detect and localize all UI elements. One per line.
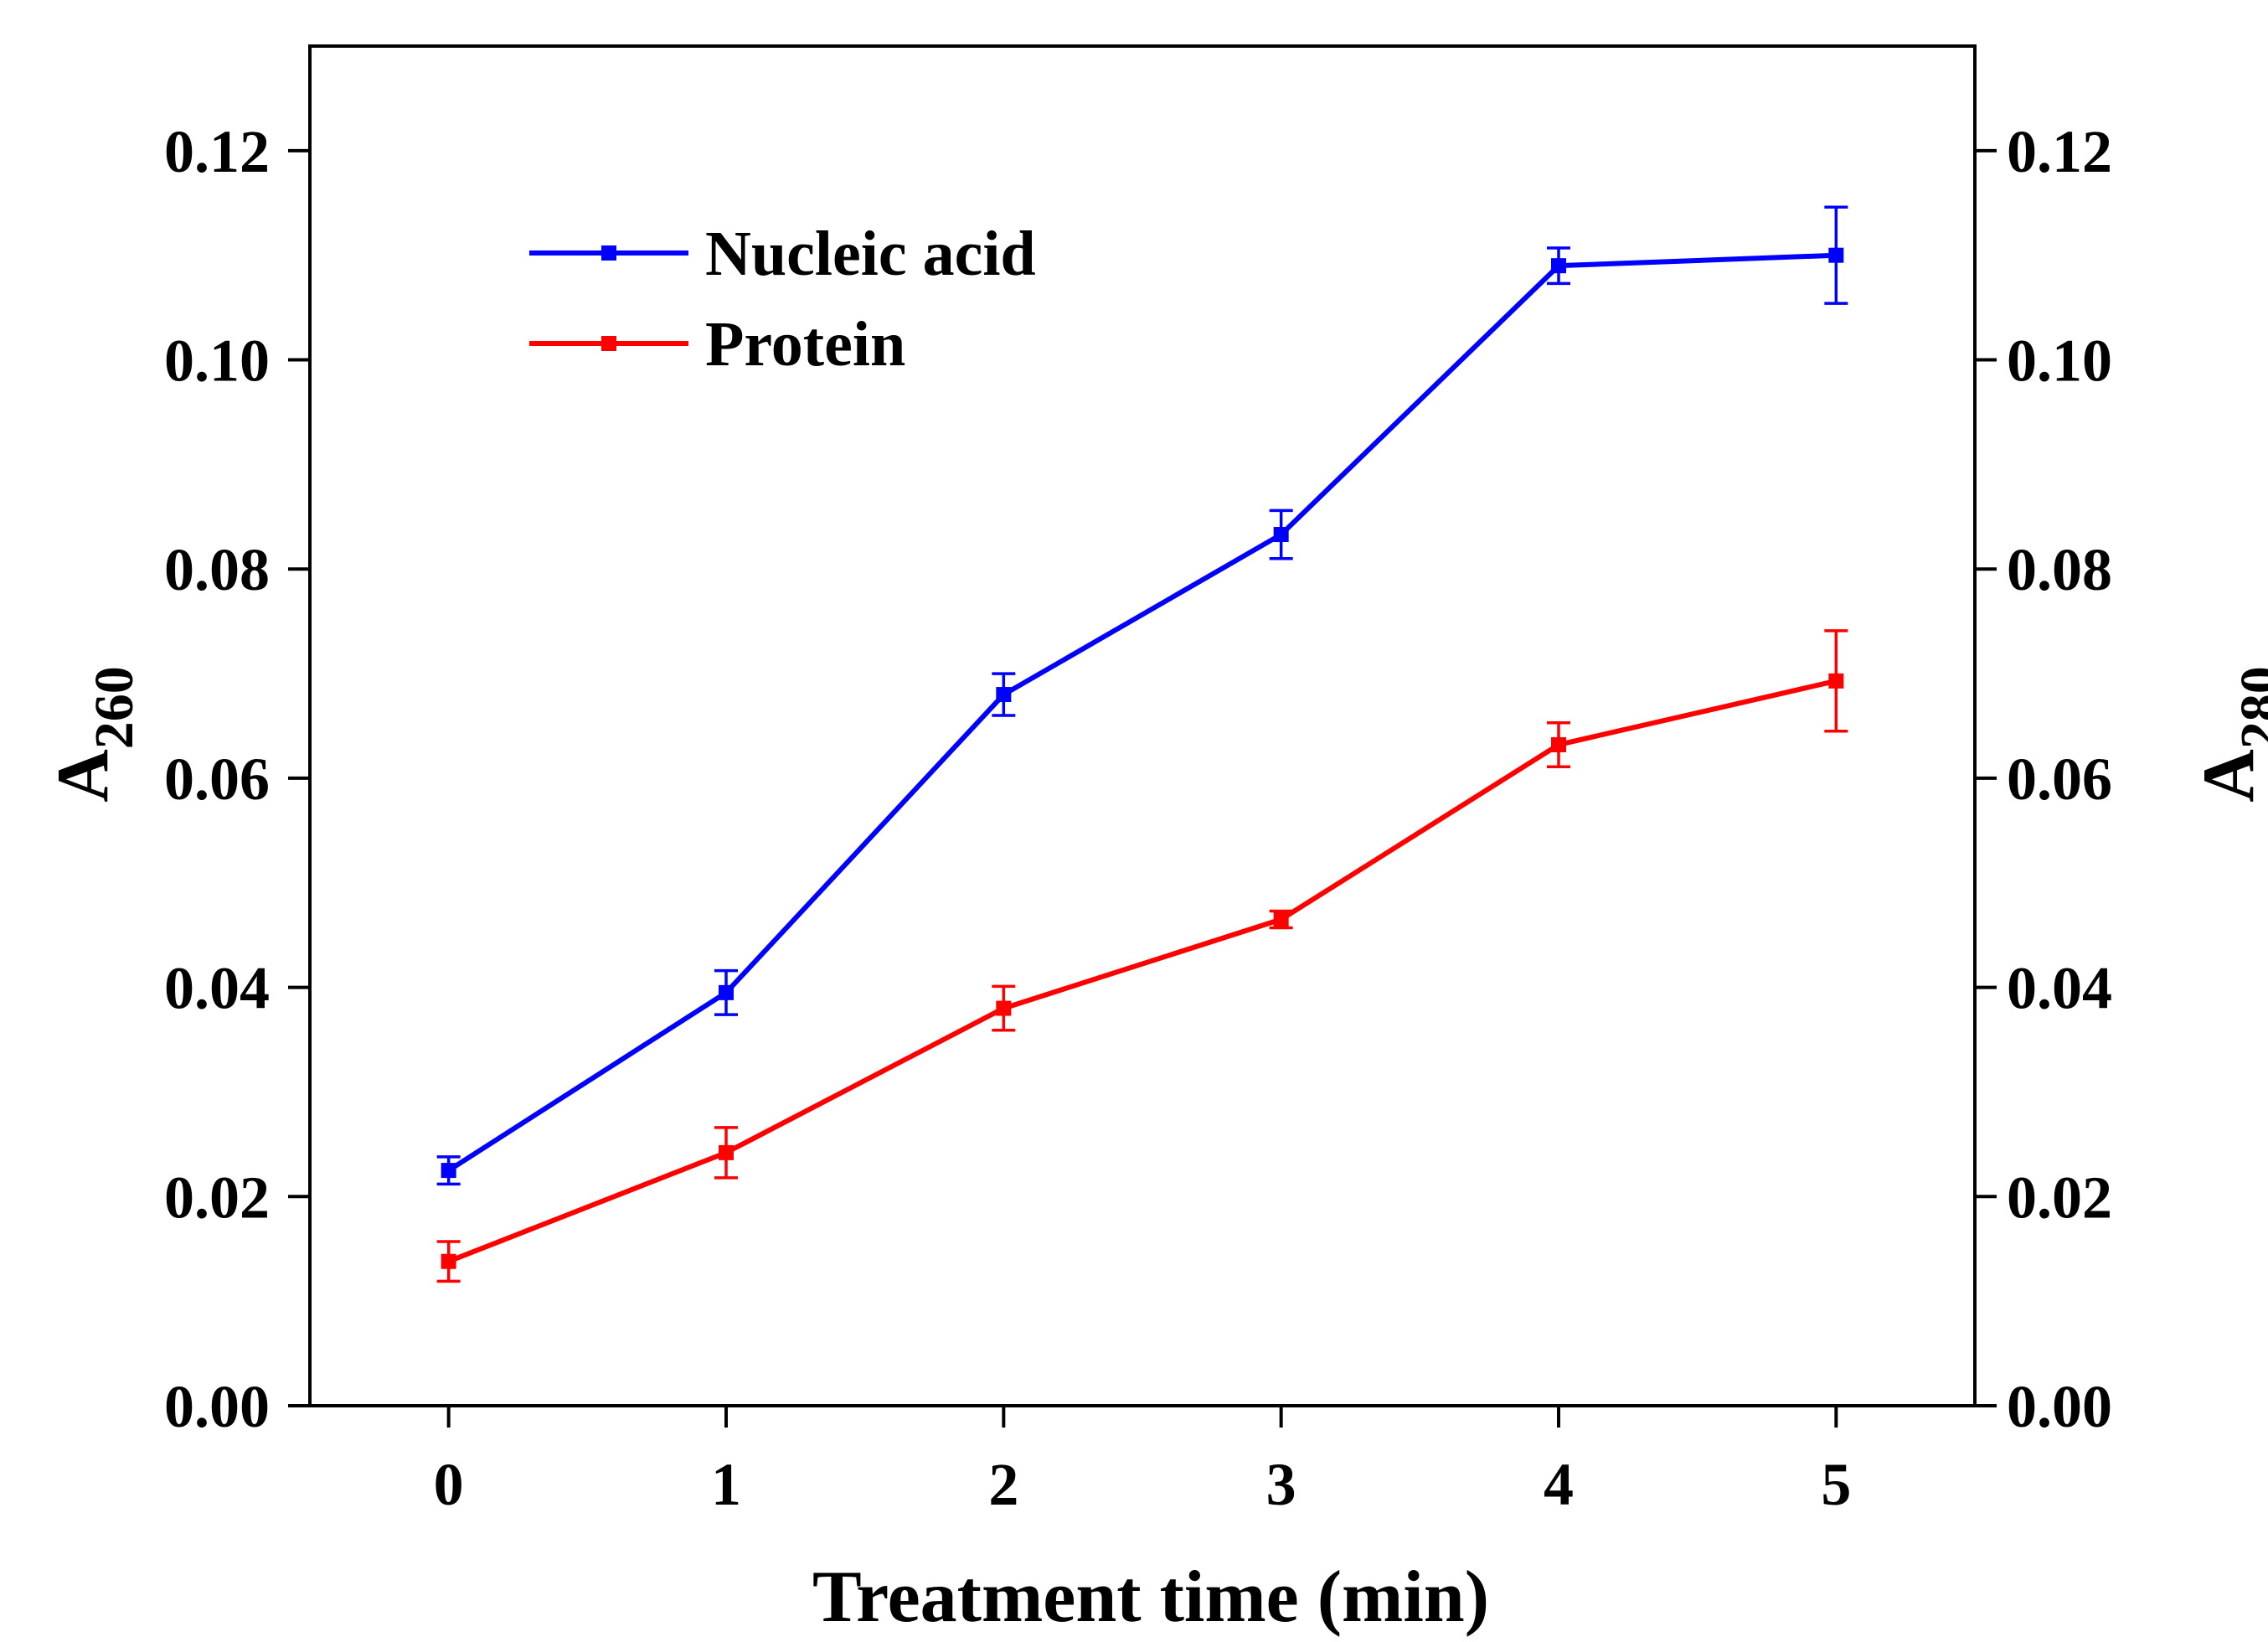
y2-tick-label: 0.06 <box>2007 746 2112 813</box>
legend-marker-nucleic-acid <box>601 245 616 261</box>
nucleic-acid-point <box>1551 258 1566 274</box>
nucleic-acid-point <box>1828 247 1844 263</box>
y2-tick-label: 0.10 <box>2007 328 2112 395</box>
y-axis-title: A260 <box>43 666 145 803</box>
protein-point <box>1828 673 1844 689</box>
y-tick-label: 0.04 <box>164 955 270 1022</box>
plot-frame <box>308 44 1977 1407</box>
y2-tick-label: 0.04 <box>2007 955 2112 1022</box>
nucleic-acid-line <box>447 252 1837 1173</box>
protein-point <box>996 1000 1012 1016</box>
protein-point <box>719 1144 734 1160</box>
nucleic-acid-point <box>996 687 1012 703</box>
y2-axis-title: A280 <box>2188 666 2268 803</box>
y2-axis-title-sub: 280 <box>2229 666 2268 749</box>
y-axis-title-main: A <box>43 749 124 803</box>
y2-tick-label: 0.12 <box>2007 118 2112 185</box>
x-tick-label: 0 <box>434 1451 464 1518</box>
x-axis-title: Treatment time (min) <box>812 1557 1489 1638</box>
y2-tick-label: 0.00 <box>2007 1373 2112 1440</box>
x-tick-label: 4 <box>1544 1451 1574 1518</box>
protein-line <box>447 678 1838 1264</box>
x-tick-label: 1 <box>711 1451 741 1518</box>
y-tick-label: 0.12 <box>164 118 270 185</box>
protein-point <box>1273 911 1289 927</box>
nucleic-acid-point <box>1273 527 1289 543</box>
x-tick-label: 2 <box>988 1451 1018 1518</box>
x-tick-label: 3 <box>1266 1451 1296 1518</box>
axes: 0.00 0.00 0.02 0.02 0.04 0.04 0.06 0.06 0.08 0.08… <box>43 44 2268 1638</box>
y2-axis-title-main: A <box>2188 749 2268 803</box>
protein-point <box>1551 736 1566 752</box>
legend-marker-protein <box>601 336 616 351</box>
y-tick-label: 0.10 <box>164 328 270 395</box>
x-tick-label: 5 <box>1821 1451 1851 1518</box>
y-tick-label: 0.00 <box>164 1373 270 1440</box>
series-lines <box>447 252 1838 1264</box>
y-tick-label: 0.02 <box>164 1164 270 1231</box>
legend-label-nucleic-acid: Nucleic acid <box>705 219 1036 289</box>
y-axis-title-sub: 260 <box>84 666 145 749</box>
error-bars <box>436 205 1848 1283</box>
nucleic-acid-point <box>719 984 734 1000</box>
protein-point <box>441 1253 456 1269</box>
series-markers <box>441 247 1844 1269</box>
y2-tick-label: 0.08 <box>2007 536 2112 603</box>
legend-label-protein: Protein <box>705 309 905 380</box>
legend: Nucleic acid Protein <box>529 219 1036 380</box>
y2-tick-label: 0.02 <box>2007 1164 2112 1231</box>
nucleic-acid-point <box>441 1163 456 1179</box>
y-tick-label: 0.06 <box>164 746 270 813</box>
y-tick-label: 0.08 <box>164 536 270 603</box>
